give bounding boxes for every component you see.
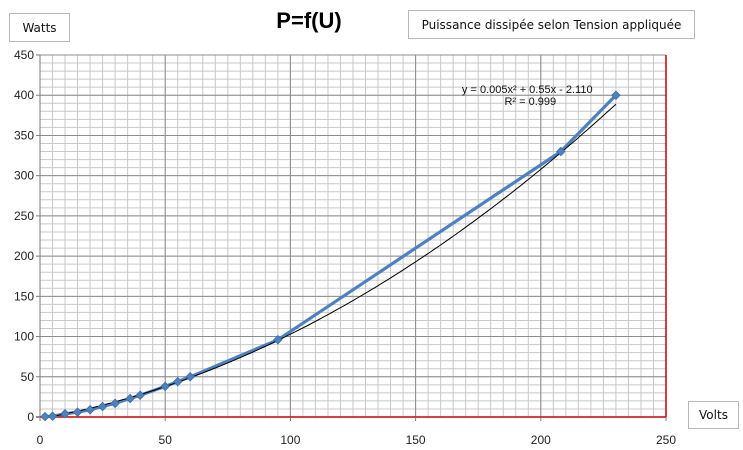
y-tick-label: 150 (14, 289, 34, 303)
chart-subtitle: Puissance dissipée selon Tension appliqu… (421, 17, 682, 32)
y-tick-label: 400 (14, 88, 34, 102)
data-point-marker (172, 376, 183, 387)
data-point-marker (97, 401, 108, 412)
data-point-marker (611, 90, 621, 100)
data-point-marker (556, 146, 566, 157)
trendline-r2: R² = 0.999 (504, 96, 556, 108)
y-tick-label: 250 (14, 209, 34, 223)
data-point-marker (72, 407, 83, 417)
data-point-marker (135, 390, 145, 401)
chart-title: P=f(U) (276, 8, 342, 33)
y-tick-label: 200 (14, 249, 34, 263)
x-tick-label: 200 (531, 433, 551, 447)
data-point-marker (110, 398, 120, 409)
x-tick-label: 50 (159, 433, 173, 447)
y-tick-label: 100 (14, 330, 34, 344)
x-tick-label: 250 (656, 433, 676, 447)
y-axis-label-box: Watts (9, 13, 70, 42)
x-tick-label: 150 (406, 433, 426, 447)
data-point-marker (273, 335, 283, 345)
x-tick-label: 0 (37, 433, 44, 447)
trendline-equation: y = 0.005x² + 0.55x - 2.110 (462, 84, 593, 96)
data-point-marker (40, 411, 50, 422)
y-tick-label: 0 (27, 410, 34, 424)
x-tick-label: 100 (280, 433, 300, 447)
data-point-marker (47, 411, 58, 421)
x-axis-label-box: Volts (688, 401, 739, 429)
y-tick-label: 300 (14, 169, 34, 183)
chart-subtitle-box: Puissance dissipée selon Tension appliqu… (408, 10, 695, 39)
y-axis-label: Watts (22, 20, 57, 35)
data-point-marker (60, 409, 70, 419)
data-point-marker (125, 393, 135, 404)
data-point-marker (160, 381, 170, 392)
y-tick-label: 450 (14, 48, 34, 62)
y-tick-label: 350 (14, 128, 34, 142)
data-point-marker (185, 372, 196, 382)
data-point-marker (85, 404, 95, 415)
y-tick-label: 50 (21, 370, 35, 384)
x-axis-label: Volts (699, 408, 728, 422)
